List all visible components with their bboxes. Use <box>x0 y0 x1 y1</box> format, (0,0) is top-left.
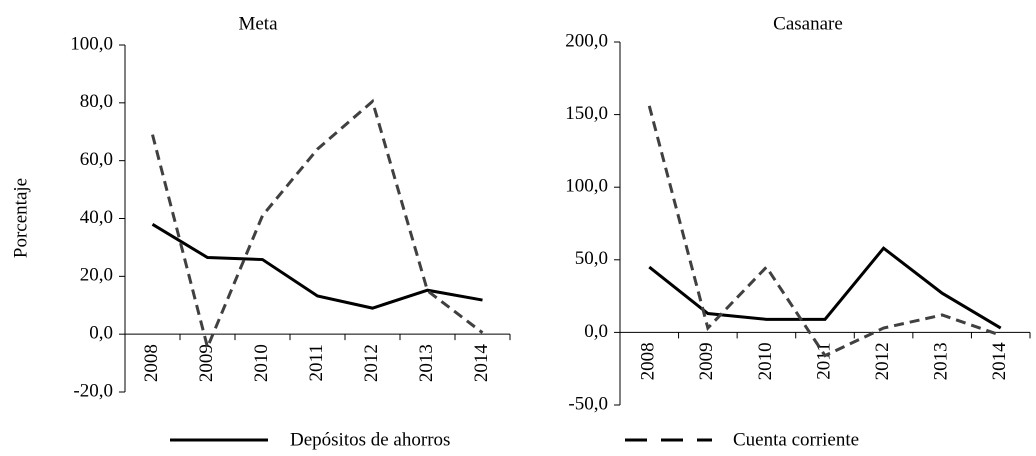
chart-title: Casanare <box>773 13 843 34</box>
x-tick-label: 2009 <box>696 342 717 380</box>
y-tick-label: 100,0 <box>565 176 608 197</box>
data-line <box>647 105 1002 358</box>
y-tick-label: 50,0 <box>575 248 608 269</box>
y-tick-label: 0,0 <box>89 323 113 344</box>
y-tick-label: 150,0 <box>565 103 608 124</box>
x-tick-label: 2011 <box>306 344 327 381</box>
y-tick-label: 40,0 <box>80 207 113 228</box>
x-tick-label: 2008 <box>638 342 659 380</box>
x-tick-label: 2014 <box>471 344 492 383</box>
chart-title: Meta <box>238 13 278 34</box>
x-tick-label: 2008 <box>141 344 162 382</box>
y-tick-label: -20,0 <box>73 380 113 401</box>
x-tick-label: 2010 <box>251 344 272 382</box>
y-tick-label: 200,0 <box>565 30 608 51</box>
y-tick-label: 100,0 <box>70 33 113 54</box>
data-line <box>151 222 483 310</box>
y-tick-label: 20,0 <box>80 265 113 286</box>
y-axis-label: Porcentaje <box>10 178 31 258</box>
y-tick-label: 60,0 <box>80 149 113 170</box>
x-tick-label: 2014 <box>989 342 1010 381</box>
y-tick-label: -50,0 <box>568 393 608 414</box>
x-tick-label: 2009 <box>196 344 217 382</box>
x-tick-label: 2011 <box>813 342 834 379</box>
x-tick-label: 2012 <box>361 344 382 382</box>
x-tick-label: 2010 <box>755 342 776 380</box>
x-tick-label: 2012 <box>872 342 893 380</box>
data-line <box>648 246 1002 330</box>
x-tick-label: 2013 <box>931 342 952 380</box>
y-tick-label: 0,0 <box>584 321 608 342</box>
x-tick-label: 2013 <box>416 344 437 382</box>
data-line <box>151 98 484 352</box>
y-tick-label: 80,0 <box>80 91 113 112</box>
legend-label: Depósitos de ahorros <box>290 429 450 450</box>
legend-label: Cuenta corriente <box>733 429 859 450</box>
